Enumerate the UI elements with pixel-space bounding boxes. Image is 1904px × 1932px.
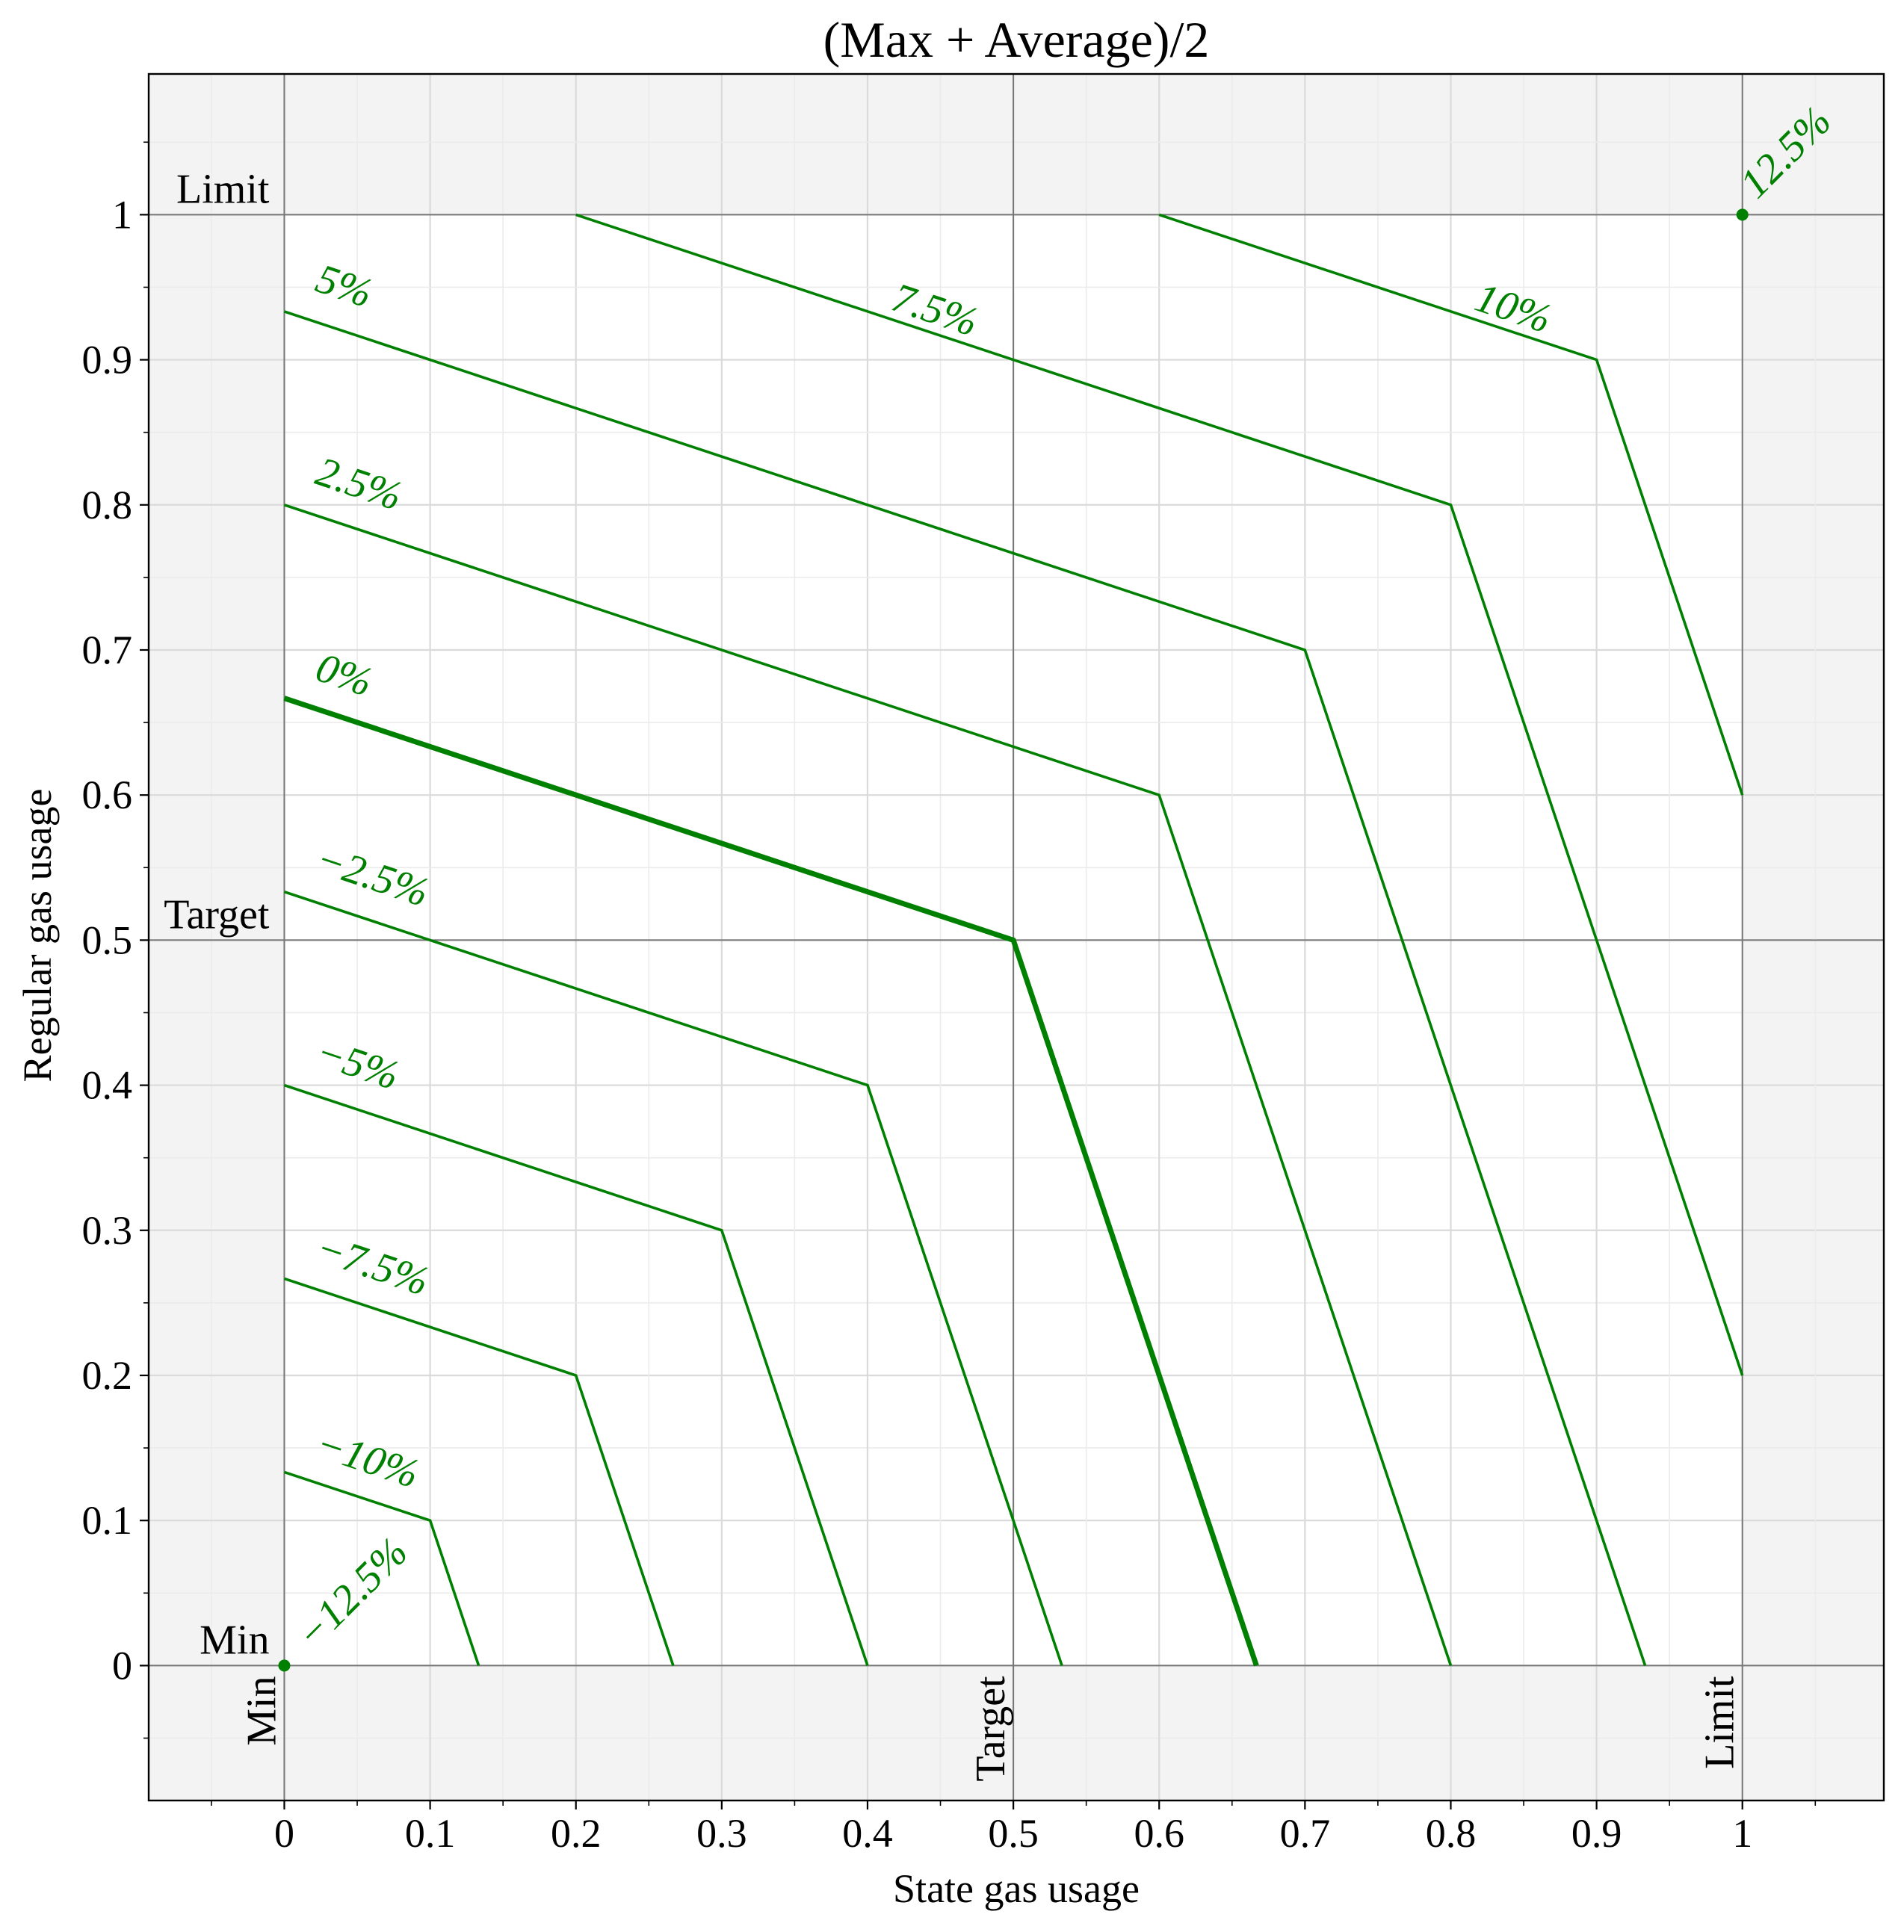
contour-line xyxy=(283,1083,869,1666)
y-tick-label: 0 xyxy=(112,1643,132,1688)
x-tick-label: 0.1 xyxy=(405,1811,456,1856)
contour-line xyxy=(283,310,1647,1666)
x-tick-label: 0 xyxy=(274,1811,294,1856)
ref-label-x-limit: Limit xyxy=(1697,1676,1743,1769)
y-tick-label: 0.4 xyxy=(82,1063,133,1108)
y-tick-label: 0.6 xyxy=(82,773,133,817)
x-tick-label: 1 xyxy=(1732,1811,1752,1856)
contour-series xyxy=(278,208,1749,1672)
y-axis-label: Regular gas usage xyxy=(15,789,60,1083)
ref-label-y-min: Min xyxy=(200,1617,269,1663)
contour-line xyxy=(1158,213,1744,796)
y-tick-label: 0.1 xyxy=(82,1498,133,1543)
contour-line xyxy=(283,1470,480,1666)
axes-frame xyxy=(147,72,1885,1802)
x-tick-label: 0.9 xyxy=(1571,1811,1622,1856)
x-tick-label: 0.4 xyxy=(842,1811,893,1856)
x-tick-label: 0.8 xyxy=(1426,1811,1477,1856)
y-tick-label: 0.5 xyxy=(82,917,133,962)
y-tick-label: 0.9 xyxy=(82,338,133,383)
y-tick-label: 0.2 xyxy=(82,1353,133,1398)
contour-line xyxy=(283,1277,675,1666)
contour-marker xyxy=(1736,208,1749,221)
plot-background xyxy=(149,74,1884,1801)
ref-label-x-min: Min xyxy=(238,1676,285,1745)
reference-lines xyxy=(149,74,1884,1801)
y-tick-label: 0.7 xyxy=(82,628,133,672)
y-tick-label: 1 xyxy=(112,192,132,237)
ref-label-x-target: Target xyxy=(968,1676,1014,1782)
chart-title: (Max + Average)/2 xyxy=(823,11,1210,68)
contour-line xyxy=(283,696,1259,1667)
y-tick-label: 0.3 xyxy=(82,1208,133,1253)
contour-line xyxy=(283,890,1063,1666)
contour-line xyxy=(283,504,1453,1666)
contour-line xyxy=(575,213,1744,1376)
axis-ticks: 0 0.1 0.2 0.3 0.4 0.5 0.6 0.7 0.8 0.9 1 0 0.1 0.2 0.3 0… xyxy=(82,141,1817,1856)
ref-label-y-limit: Limit xyxy=(176,166,270,212)
x-tick-label: 0.2 xyxy=(551,1811,602,1856)
contour-marker xyxy=(278,1659,291,1672)
plot-frame xyxy=(147,72,1885,1802)
x-axis-label: State gas usage xyxy=(893,1866,1140,1911)
x-tick-label: 0.5 xyxy=(988,1811,1039,1856)
grid-lines xyxy=(149,74,1884,1801)
y-tick-label: 0.8 xyxy=(82,483,133,527)
x-tick-label: 0.7 xyxy=(1280,1811,1331,1856)
ref-label-y-target: Target xyxy=(164,891,270,938)
x-tick-label: 0.6 xyxy=(1134,1811,1184,1856)
x-tick-label: 0.3 xyxy=(696,1811,747,1856)
